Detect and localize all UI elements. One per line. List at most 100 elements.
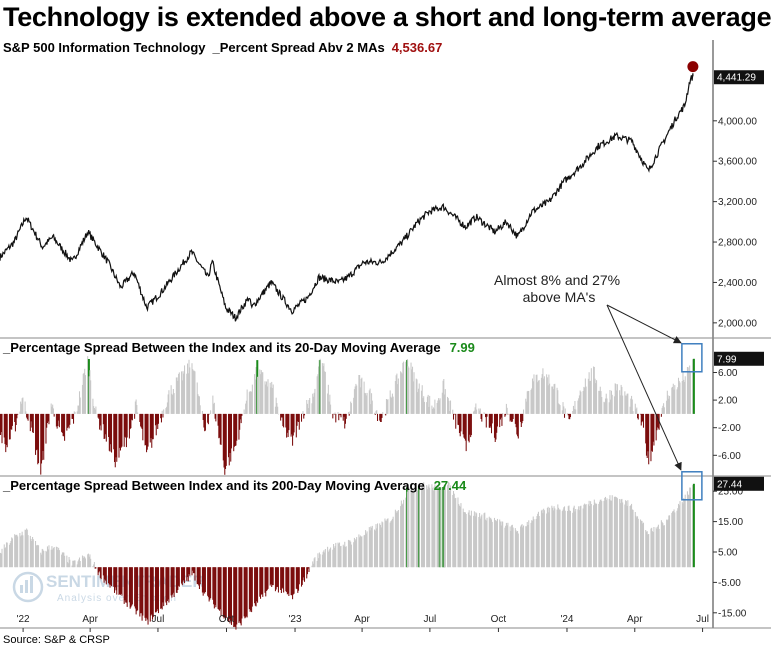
spread20-bar xyxy=(321,363,323,414)
spread20-bar xyxy=(347,412,349,414)
spread20-bar xyxy=(677,387,679,414)
spread20-bar xyxy=(468,413,470,443)
spread20-bar xyxy=(375,410,377,414)
spread20-bar xyxy=(622,395,624,414)
spread20-bar xyxy=(160,413,162,423)
spread20-bar xyxy=(345,413,347,419)
spread20-bar xyxy=(1,413,3,444)
spread20-bar xyxy=(543,376,545,414)
spread200-bar xyxy=(137,567,139,611)
spread20-bar xyxy=(667,395,669,414)
spread20-bar xyxy=(363,381,365,414)
spread20-bar xyxy=(637,413,639,420)
spread200-bar xyxy=(343,546,345,568)
spread20-bar xyxy=(489,413,491,428)
spread20-bar xyxy=(611,394,613,414)
spread20-bar xyxy=(102,413,104,425)
spread20-bar xyxy=(51,406,53,414)
spread20-bar xyxy=(426,402,428,414)
spread200-bar xyxy=(265,567,267,597)
spread200-bar xyxy=(87,553,89,568)
spread200-bar xyxy=(683,499,685,568)
spread20-bar xyxy=(342,413,344,421)
spread20-bar xyxy=(146,413,148,453)
spread20-bar xyxy=(108,413,110,437)
spread20-bar xyxy=(97,413,99,418)
spread200-bar xyxy=(260,567,262,599)
spread20-bar xyxy=(35,413,37,455)
spread20-bar xyxy=(248,392,250,414)
spread20-last-value-label-box xyxy=(714,351,764,366)
spread20-bar xyxy=(115,413,117,458)
spread200-bar xyxy=(596,503,598,568)
spread20-bar xyxy=(426,396,428,414)
spread200-bar xyxy=(297,567,299,593)
spread200-bar xyxy=(181,567,183,584)
spread20-bar xyxy=(348,413,350,416)
spread20-bar xyxy=(24,401,26,414)
spread20-bar xyxy=(241,413,243,416)
spread20-bar xyxy=(455,413,457,429)
spread200-bar xyxy=(358,534,360,568)
spread20-bar xyxy=(332,413,334,419)
spread200-bar xyxy=(344,546,346,568)
spread20-bar xyxy=(689,371,691,414)
spread200-bar xyxy=(269,567,271,586)
spread200-bar xyxy=(35,541,37,568)
spread20-bar xyxy=(526,401,528,414)
spread200-bar xyxy=(307,567,309,569)
spread200-bar xyxy=(400,506,402,568)
spread200-bar xyxy=(10,541,12,568)
spread200-bar xyxy=(208,567,210,602)
spread200-bar xyxy=(442,488,444,568)
spread200-bar xyxy=(569,511,571,568)
spread20-legend-label: _Percentage Spread Between the Index and… xyxy=(2,340,441,355)
spread20-bar xyxy=(324,371,326,414)
spread200-bar xyxy=(506,525,508,568)
spread20-bar xyxy=(187,373,189,414)
spread20-bar xyxy=(73,411,75,414)
spread20-bar xyxy=(292,413,294,446)
spread200-bar xyxy=(601,501,603,568)
spread20-bar xyxy=(46,413,48,428)
spread200-bar xyxy=(558,509,560,568)
spread200-bar xyxy=(334,546,336,568)
spread200-bar xyxy=(100,567,102,580)
spread20-bar xyxy=(533,374,535,414)
spread20-bar xyxy=(83,372,85,414)
spread200-bar xyxy=(277,567,279,593)
spread20-bar xyxy=(660,413,662,417)
spread200-bar xyxy=(553,506,555,568)
spread20-bar xyxy=(338,413,341,415)
spread20-bar xyxy=(136,405,138,414)
spread20-bar xyxy=(493,413,496,438)
spread20-bar xyxy=(432,407,434,414)
spread20-bar xyxy=(620,384,622,414)
spread20-bar xyxy=(87,356,89,414)
spread200-bar xyxy=(38,545,40,568)
spread200-bar xyxy=(157,567,159,614)
spread20-bar xyxy=(400,372,402,414)
spread200-bar xyxy=(14,535,16,568)
spread200-bar xyxy=(686,491,688,568)
spread200-bar xyxy=(246,567,248,618)
spread200-bar xyxy=(668,515,670,568)
annotation-text: Almost 8% and 27% above MA's xyxy=(494,272,624,305)
spread20-bar xyxy=(559,405,561,414)
spread20-bar xyxy=(40,413,43,464)
spread200-bar xyxy=(642,523,644,568)
spread20-bar xyxy=(105,413,107,442)
watermark-logo-bar xyxy=(25,580,28,593)
spread20-bar xyxy=(564,408,566,414)
spread200-bar xyxy=(551,505,553,568)
spread200-bar xyxy=(140,567,142,614)
spread200-bar xyxy=(505,522,507,568)
spread20-bar xyxy=(201,411,203,414)
spread20-bar xyxy=(382,412,384,414)
spread20-bar xyxy=(4,413,6,445)
spread20-bar xyxy=(549,383,551,414)
spread200-bar xyxy=(84,557,86,568)
spread200-bar xyxy=(303,567,305,578)
spread20-bar xyxy=(380,413,382,422)
spread20-bar xyxy=(438,400,440,414)
